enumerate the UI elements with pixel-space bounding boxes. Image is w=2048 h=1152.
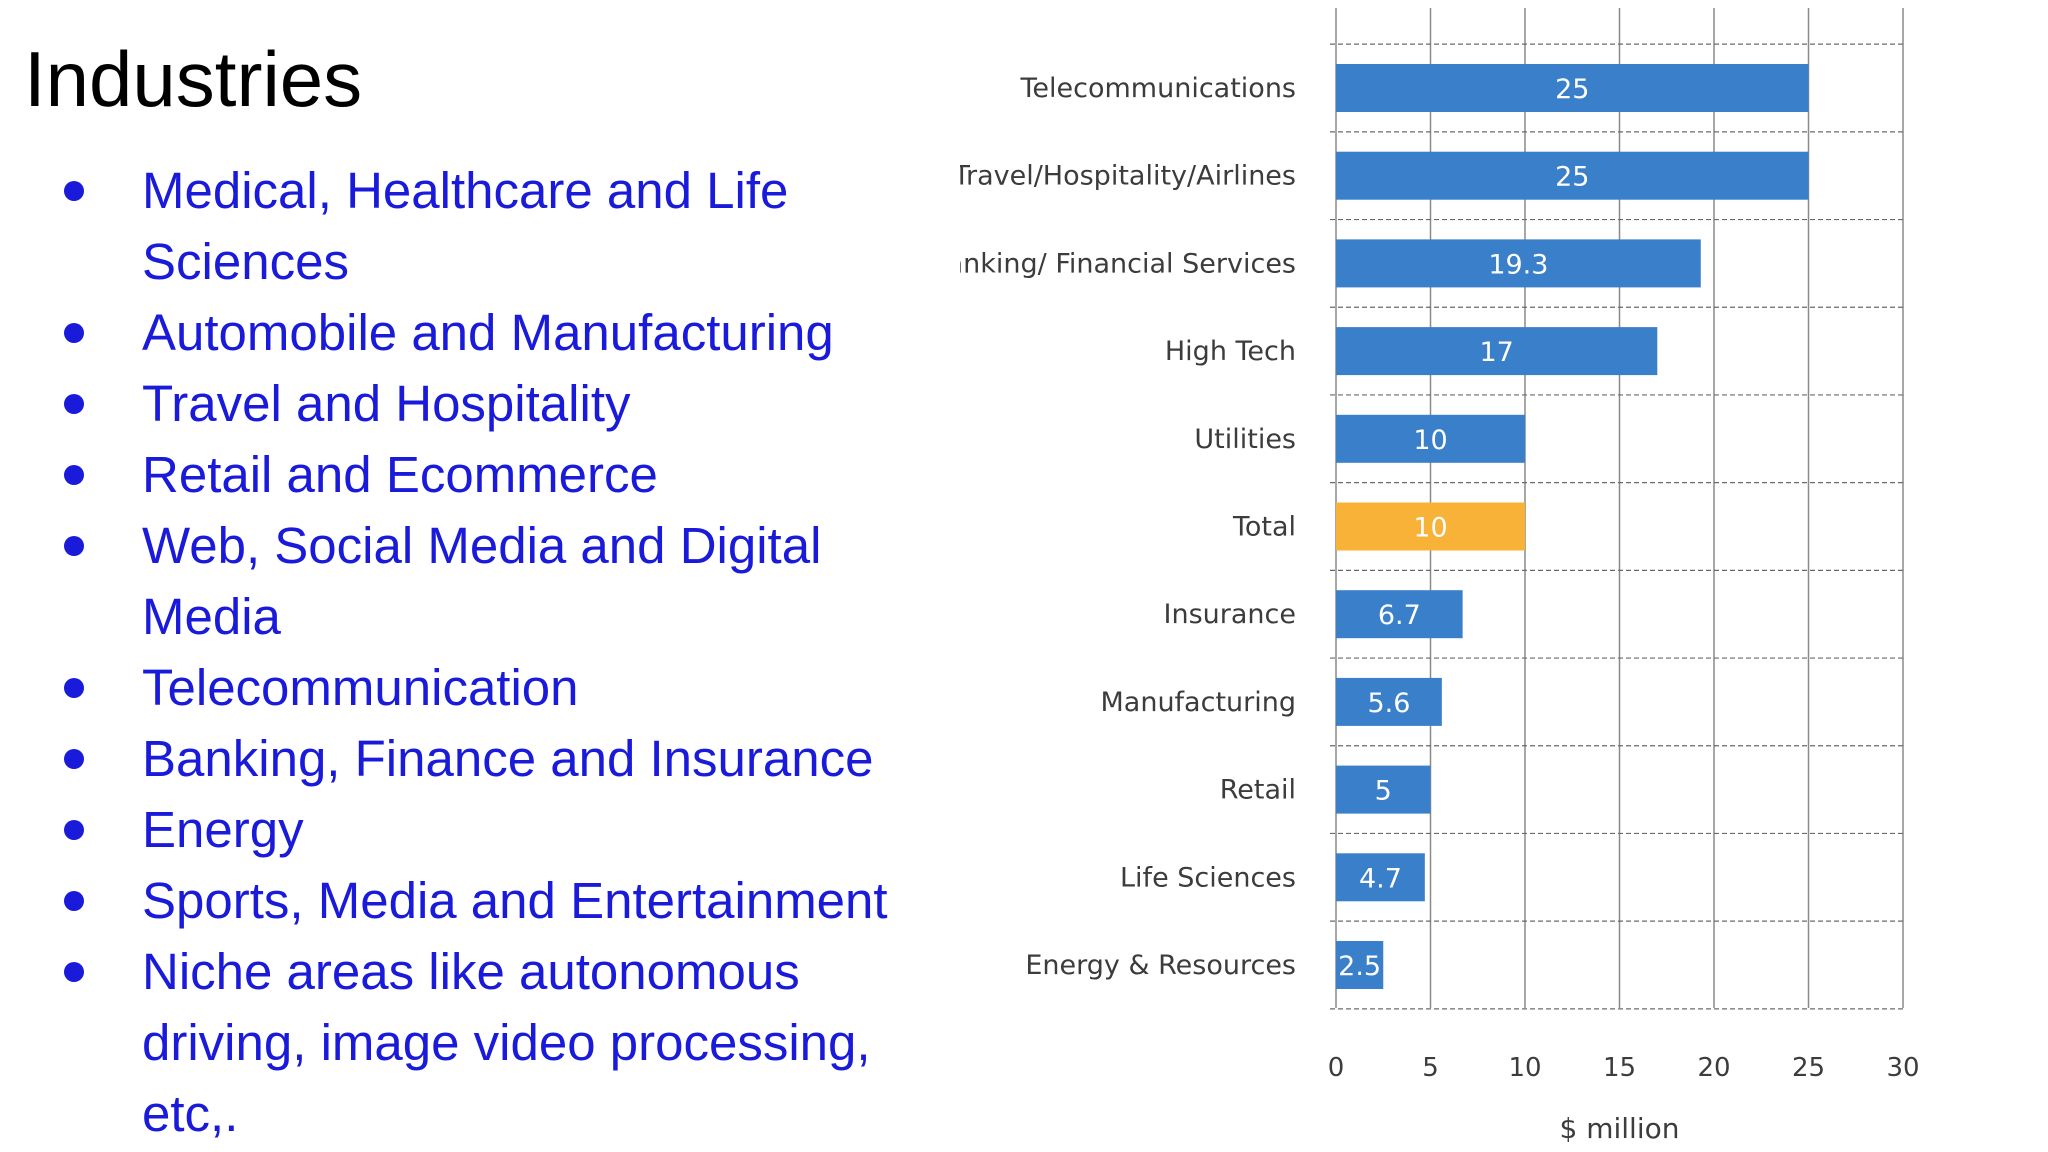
list-item: Medical, Healthcare and Life Sciences xyxy=(60,155,960,297)
bullet-icon xyxy=(64,678,84,698)
x-tick-label: 25 xyxy=(1792,1053,1825,1083)
bar-value-label: 25 xyxy=(1555,162,1589,193)
x-tick-label: 5 xyxy=(1422,1053,1439,1083)
x-tick-label: 10 xyxy=(1508,1053,1541,1083)
list-item: Banking, Finance and Insurance xyxy=(60,723,960,794)
bar xyxy=(1336,590,1463,639)
category-label: Utilities xyxy=(1194,424,1296,455)
bar xyxy=(1336,502,1525,551)
bullet-icon xyxy=(64,820,84,840)
category-label: Travel/Hospitality/Airlines xyxy=(960,161,1296,192)
bullet-icon xyxy=(64,323,84,343)
bullet-icon xyxy=(64,181,84,201)
category-label: High Tech xyxy=(1165,336,1296,367)
bar-value-label: 2.5 xyxy=(1338,951,1381,982)
bar-value-label: 10 xyxy=(1413,513,1447,544)
list-item: Web, Social Media and Digital Media xyxy=(60,510,960,652)
category-label: Insurance xyxy=(1164,599,1296,630)
x-tick-label: 15 xyxy=(1603,1053,1636,1083)
x-axis-title: $ million xyxy=(1560,1112,1680,1145)
bullet-icon xyxy=(64,394,84,414)
category-label: Energy & Resources xyxy=(1025,950,1296,981)
industry-list: Medical, Healthcare and Life Sciences Au… xyxy=(60,155,960,1149)
category-label: Banking/ Financial Services xyxy=(960,248,1296,279)
bar xyxy=(1336,677,1442,726)
bars xyxy=(1336,64,1809,989)
list-item: Automobile and Manufacturing xyxy=(60,297,960,368)
labels: 0 5 10 15 20 25 30 25 Telecommunications 25 Travel… xyxy=(960,73,1920,1083)
list-item-text: Telecommunication xyxy=(142,659,579,716)
bar xyxy=(1336,64,1809,112)
list-item-text: Medical, Healthcare and Life Sciences xyxy=(142,162,789,290)
bar-chart: 0 5 10 15 20 25 30 25 Telecommunications 25 Travel… xyxy=(960,0,2048,1152)
list-item: Retail and Ecommerce xyxy=(60,439,960,510)
bar xyxy=(1336,853,1425,902)
list-item-text: Energy xyxy=(142,801,304,858)
bar-value-label: 25 xyxy=(1555,74,1589,105)
bullet-icon xyxy=(64,749,84,769)
bar xyxy=(1336,414,1525,463)
bar xyxy=(1336,941,1384,989)
bullet-icon xyxy=(64,536,84,556)
bar-value-label: 19.3 xyxy=(1488,249,1548,280)
list-item: Energy xyxy=(60,794,960,865)
x-tick-label: 30 xyxy=(1886,1053,1919,1083)
bullet-icon xyxy=(64,891,84,911)
list-item-text: Web, Social Media and Digital Media xyxy=(142,517,822,645)
list-item: Niche areas like autonomous driving, ima… xyxy=(60,936,960,1149)
bar xyxy=(1336,151,1809,200)
list-item-text: Niche areas like autonomous driving, ima… xyxy=(142,943,871,1142)
slide-title: Industries xyxy=(24,35,363,123)
bar xyxy=(1336,327,1658,376)
bar-value-label: 6.7 xyxy=(1378,600,1421,631)
bar-value-label: 17 xyxy=(1479,337,1513,368)
bar-chart-svg: 0 5 10 15 20 25 30 25 Telecommunications 25 Travel… xyxy=(960,8,1920,1145)
category-label: Life Sciences xyxy=(1120,862,1296,893)
category-label: Telecommunications xyxy=(1020,73,1297,104)
bar-value-label: 5.6 xyxy=(1367,688,1410,719)
bar xyxy=(1336,765,1431,814)
list-item-text: Travel and Hospitality xyxy=(142,375,631,432)
list-item: Telecommunication xyxy=(60,652,960,723)
bar-value-label: 4.7 xyxy=(1359,863,1402,894)
x-tick-label: 0 xyxy=(1328,1053,1345,1083)
category-label: Manufacturing xyxy=(1100,687,1296,718)
list-item-text: Automobile and Manufacturing xyxy=(142,304,834,361)
bullet-icon xyxy=(64,465,84,485)
bar-value-label: 10 xyxy=(1413,425,1447,456)
list-item: Sports, Media and Entertainment xyxy=(60,865,960,936)
list-item-text: Banking, Finance and Insurance xyxy=(142,730,874,787)
bar xyxy=(1336,239,1701,288)
bullet-icon xyxy=(64,962,84,982)
bar-value-label: 5 xyxy=(1375,776,1392,807)
category-label: Total xyxy=(1232,512,1296,543)
list-item: Travel and Hospitality xyxy=(60,368,960,439)
category-label: Retail xyxy=(1220,775,1296,806)
list-item-text: Retail and Ecommerce xyxy=(142,446,658,503)
x-tick-label: 20 xyxy=(1697,1053,1730,1083)
list-item-text: Sports, Media and Entertainment xyxy=(142,872,888,929)
